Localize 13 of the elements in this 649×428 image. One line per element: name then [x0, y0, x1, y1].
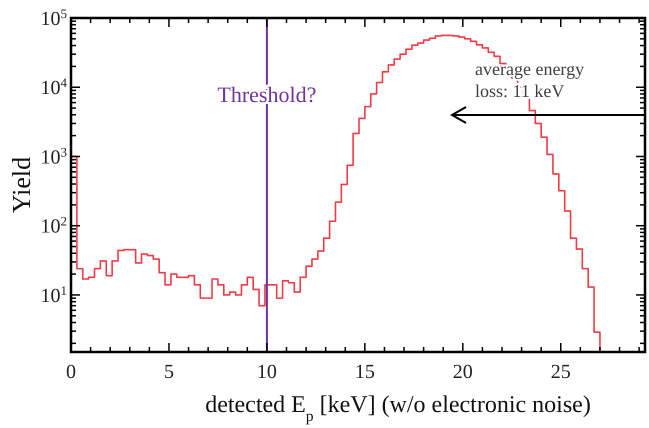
y-tick-label: 10$^{4}$ — [40, 74, 68, 100]
x-tick-label: 10 — [256, 361, 277, 383]
x-tick-label: 5 — [164, 361, 174, 383]
y-tick-label: 10$^{5}$ — [40, 6, 67, 30]
y-tick-label: 10$^{1}$ — [40, 282, 67, 307]
y-tick-label: 10$^{3}$ — [40, 144, 67, 168]
x-tick-label: 0 — [66, 361, 76, 383]
y-axis-title: Yield — [7, 156, 36, 214]
x-tick-label: 20 — [452, 361, 473, 383]
x-axis-title: detected E$_{p}$ [keV] (w/o electronic noise) — [205, 392, 591, 424]
x-tick-label: 15 — [354, 361, 375, 383]
x-tick-label: 25 — [550, 361, 571, 383]
y-tick-label: 10$^{2}$ — [40, 213, 67, 238]
